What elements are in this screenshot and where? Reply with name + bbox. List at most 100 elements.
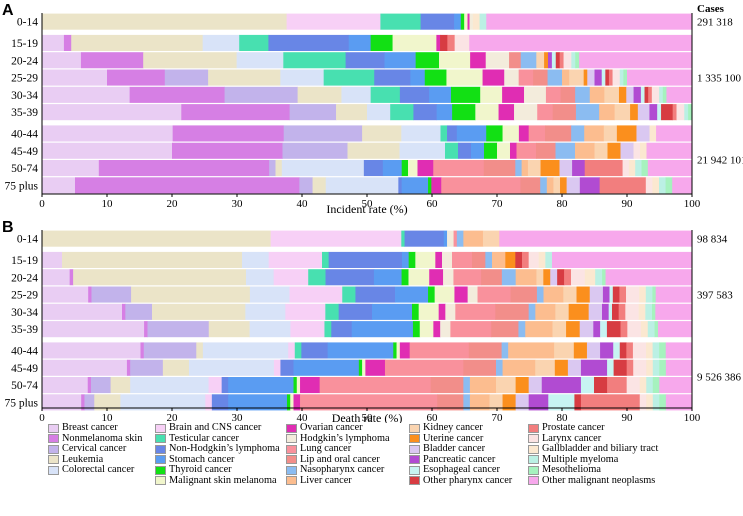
bar-segment: [620, 142, 634, 159]
bar-segment: [269, 160, 276, 177]
legend-swatch: [48, 444, 59, 454]
bar-segment: [392, 34, 437, 51]
bar-segment: [395, 286, 429, 303]
bar-segment: [489, 394, 503, 411]
bar-segment: [288, 342, 296, 359]
bar-segment: [325, 177, 399, 194]
bar-segment: [42, 377, 89, 394]
bar-segment: [619, 69, 624, 86]
bar-segment: [595, 269, 603, 286]
legend-item: Mesothelioma: [528, 464, 658, 476]
bar-segment: [654, 321, 659, 338]
bar-segment: [467, 286, 478, 303]
bar-segment: [374, 69, 411, 86]
bar-segment: [659, 177, 667, 194]
bar-segment: [228, 377, 294, 394]
legend-item: Testicular cancer: [155, 433, 280, 445]
bar-segment: [486, 13, 693, 30]
bar-segment: [327, 342, 394, 359]
age-label: 20-24: [11, 55, 38, 67]
bar-segment: [447, 34, 456, 51]
bar-segment: [602, 286, 610, 303]
panel-letter: A: [2, 2, 14, 19]
bar-segment: [348, 34, 372, 51]
bar-segment: [546, 177, 554, 194]
cases-label: 291 318: [697, 17, 733, 29]
bar-segment: [91, 286, 132, 303]
bar-segment: [469, 34, 693, 51]
bar-segment: [538, 251, 546, 268]
bar-segment: [42, 104, 182, 121]
bar-segment: [297, 86, 342, 103]
bar-segment: [172, 125, 285, 142]
bar-segment: [42, 342, 141, 359]
bar-segment: [341, 86, 372, 103]
bar-segment: [445, 303, 456, 320]
bar-segment: [98, 160, 270, 177]
bar-segment: [594, 142, 608, 159]
legend-label: Malignant skin melanoma: [169, 474, 277, 486]
legend-swatch: [409, 465, 420, 475]
bar-segment: [472, 251, 486, 268]
bar-segment: [470, 52, 487, 69]
x-axis-label: Death rate (%): [332, 411, 403, 423]
bar-segment: [659, 394, 667, 411]
legend-label: Other malignant neoplasms: [542, 474, 656, 486]
bar-segment: [502, 125, 520, 142]
bar-segment: [573, 342, 588, 359]
legend-item: Bladder cancer: [409, 443, 512, 455]
legend-swatch: [48, 434, 59, 444]
bar-segment: [440, 34, 448, 51]
bar-segment: [94, 394, 121, 411]
bar-segment: [42, 52, 82, 69]
bar-segment: [515, 251, 523, 268]
bar-segment: [370, 86, 401, 103]
bar-segment: [599, 177, 647, 194]
bar-segment: [164, 69, 209, 86]
legend-label: Breast cancer: [62, 422, 118, 433]
x-tick-label: 50: [362, 198, 374, 210]
legend-item: Lung cancer: [286, 443, 390, 455]
bar-segment: [249, 286, 290, 303]
bar-segment: [345, 52, 385, 69]
bar-segment: [536, 142, 556, 159]
bar-segment: [325, 303, 340, 320]
x-tick-label: 0: [39, 198, 45, 210]
bar-segment: [508, 342, 555, 359]
legend-swatch: [155, 434, 166, 444]
bar-segment: [649, 125, 657, 142]
legend-item: Gallbladder and biliary tract: [528, 443, 658, 455]
bar-segment: [648, 86, 653, 103]
legend-swatch: [286, 465, 297, 475]
legend-label: Cervical cancer: [62, 443, 127, 454]
bar-segment: [428, 177, 432, 194]
legend-label: Nasopharynx cancer: [300, 464, 385, 475]
bar-segment: [492, 251, 506, 268]
x-tick-label: 50: [362, 412, 374, 423]
bar-segment: [228, 394, 288, 411]
bar-segment: [646, 142, 693, 159]
bar-segment: [125, 303, 153, 320]
bar-segment: [42, 177, 76, 194]
x-tick-label: 100: [684, 198, 701, 210]
bar-segment: [380, 13, 422, 30]
bar-segment: [435, 251, 443, 268]
bar-segment: [71, 34, 204, 51]
bar-segment: [659, 359, 667, 376]
bar-segment: [245, 269, 275, 286]
bar-segment: [576, 286, 591, 303]
legend-column: Breast cancer Nonmelanoma skin Cervical ca…: [48, 422, 142, 476]
bar-segment: [401, 230, 405, 247]
bar-segment: [551, 52, 557, 69]
legend-item: Colorectal cancer: [48, 464, 142, 476]
x-tick-label: 30: [232, 412, 244, 423]
bar-segment: [518, 125, 530, 142]
bar-segment: [518, 321, 526, 338]
bar-segment: [172, 142, 283, 159]
bar-segment: [491, 321, 519, 338]
bar-segment: [639, 286, 647, 303]
bar-segment: [528, 377, 543, 394]
bar-segment: [62, 251, 243, 268]
x-tick-label: 60: [427, 198, 439, 210]
legend-item: Kidney cancer: [409, 422, 512, 434]
